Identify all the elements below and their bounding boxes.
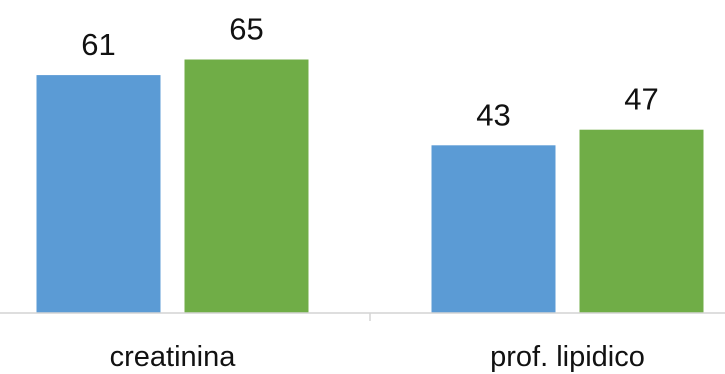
bar-1-0 [431,145,556,313]
category-label-creatinina: creatinina [110,341,237,373]
data-label-0-0: 61 [81,27,115,62]
category-labels-group: creatinina prof. lipidico [110,341,645,373]
category-label-prof-lipidico: prof. lipidico [490,341,645,373]
data-label-1-0: 43 [476,97,510,132]
bar-0-0 [36,75,161,313]
data-label-0-1: 65 [229,12,263,47]
bar-1-1 [579,129,704,313]
bar-0-1 [184,59,309,313]
bars-group [36,59,704,313]
data-label-1-1: 47 [624,82,658,117]
data-labels-group: 61 65 43 47 [81,12,658,133]
